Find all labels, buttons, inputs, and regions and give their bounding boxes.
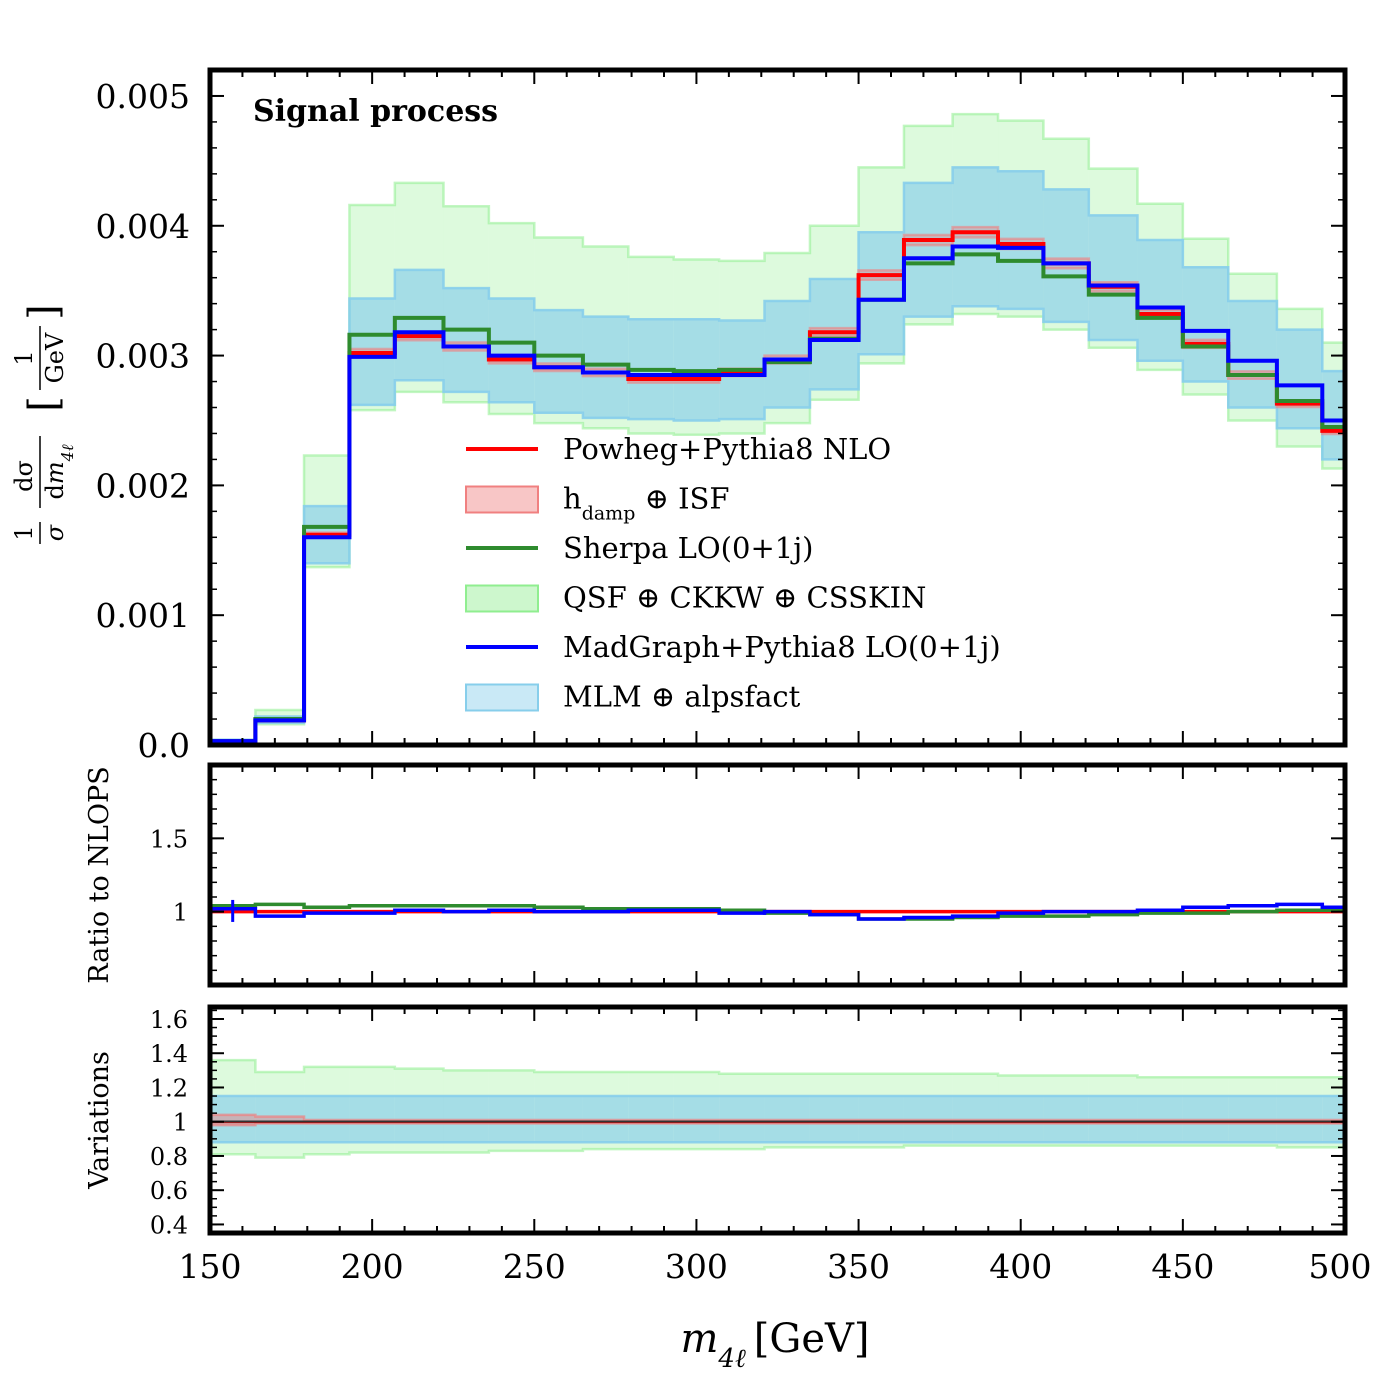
mlm-band-bin: [764, 301, 810, 408]
var-mlm-band-bin: [255, 1096, 305, 1143]
var-hdamp-band-bin: [255, 1116, 305, 1124]
main-y-tick-label: 0.004: [96, 207, 190, 246]
x-tick-label: 250: [503, 1247, 566, 1286]
vars-y-tick-label: 1.6: [150, 1006, 188, 1034]
main-y-axis-title: 1 σdσ dm4ℓ[1 GeV]: [10, 304, 77, 544]
main-y-tick-label: 0.005: [96, 77, 190, 116]
x-tick-label: 150: [179, 1247, 242, 1286]
ratio-y-tick-label: 1.5: [150, 825, 188, 853]
madgraph-line: [210, 244, 1345, 744]
main-y-tick-label: 0.001: [96, 596, 190, 635]
y-title-part: σ: [41, 524, 69, 541]
legend-band-swatch: [465, 485, 539, 514]
var-hdamp-band-bin: [210, 1114, 256, 1126]
frame-vars: [207, 1004, 1348, 1236]
ratio-y-axis-title: Ratio to NLOPS: [84, 766, 115, 983]
x-tick-label: 500: [1309, 1247, 1372, 1286]
ratio-y-tick-label: 1: [173, 899, 188, 927]
mlm-band-bin: [903, 182, 953, 317]
signal-process-annotation: Signal process: [253, 94, 498, 129]
vars-y-tick-label: 0.6: [150, 1177, 188, 1205]
legend-band-swatch: [465, 683, 539, 712]
y-title-den: dm4ℓ: [41, 444, 77, 499]
vars-y-tick-label: 0.4: [150, 1211, 188, 1239]
main-y-tick-label: 0.002: [96, 466, 190, 505]
qsf-band-upper-edge: [210, 112, 1345, 742]
y-title-unit-num: 1: [10, 350, 38, 365]
vars-y-tick-label: 1.2: [150, 1074, 188, 1102]
legend-label: MLM ⊕ alpsfact: [563, 680, 801, 714]
text-layer: 0.0 0.001 0.002 0.003 0.004 0.005 1 1.5 0.4 0.6 0.…: [10, 77, 1372, 1374]
mlm-band-bin: [1182, 267, 1229, 382]
y-title-bracket: ]: [21, 304, 67, 320]
mlm-band-bin: [1228, 301, 1277, 408]
mlm-band-group: [210, 166, 1345, 743]
y-title-bracket: [: [21, 396, 67, 412]
mlm-band-bin: [582, 316, 629, 418]
qsf-band-lower-edge: [210, 312, 1345, 743]
x-tick-label: 450: [1151, 1247, 1214, 1286]
x-tick-label: 300: [665, 1247, 728, 1286]
x-tick-label: 200: [341, 1247, 404, 1286]
legend-label: hdamp ⊕ ISF: [563, 482, 730, 525]
legend-label: QSF ⊕ CKKW ⊕ CSSKIN: [563, 581, 926, 615]
vars-y-tick-label: 1.4: [150, 1040, 188, 1068]
mlm-band-bin: [534, 310, 583, 413]
legend: Powheg+Pythia8 NLO hdamp ⊕ ISF Sherpa LO(0…: [465, 432, 1001, 714]
vars-y-tick-label: 0.8: [150, 1143, 188, 1171]
legend-label: Powheg+Pythia8 NLO: [563, 432, 891, 466]
lines-layer: [210, 230, 1345, 1124]
y-title-unit-den: GeV: [41, 332, 69, 383]
mlm-band-bin: [858, 232, 904, 355]
mlm-band-bin: [1137, 240, 1183, 361]
y-title-part: dσ: [10, 460, 38, 492]
var-hdamp-band-upper-edge: [210, 1113, 1345, 1122]
sherpa-line: [210, 252, 1345, 744]
legend-label: Sherpa LO(0+1j): [563, 531, 814, 565]
main-y-tick-label: 0.003: [96, 337, 190, 376]
legend-band-swatch: [465, 584, 539, 613]
ticks-layer: [209, 69, 1346, 1234]
var-mlm-band-bin: [210, 1096, 256, 1143]
y-title-part: 1: [10, 525, 38, 540]
var-qsf-band-upper-edge: [210, 1058, 1345, 1079]
mlm-band-bin: [1088, 215, 1138, 340]
main-y-tick-label: 0.0: [138, 726, 190, 765]
mlm-band-upper-edge: [210, 166, 1345, 742]
frame-ratio: [207, 762, 1348, 988]
mlm-band-bin: [1276, 329, 1323, 429]
x-axis-title: m4ℓ [GeV]: [680, 1316, 869, 1374]
mlm-band-bin: [1043, 189, 1089, 322]
mlm-band-bin: [443, 288, 489, 392]
var-qsf-band-lower-edge: [210, 1144, 1345, 1159]
mlm-band-lower-edge: [210, 305, 1345, 743]
mlm-band-bin: [1322, 371, 1345, 460]
ratio-madgraph-line: [210, 902, 1345, 921]
x-tick-label: 400: [989, 1247, 1052, 1286]
vars-y-tick-label: 1: [173, 1109, 188, 1137]
legend-label: MadGraph+Pythia8 LO(0+1j): [563, 630, 1001, 664]
vars-y-axis-title: Variations: [84, 1051, 115, 1190]
var-hdamp-band-lower-edge: [210, 1122, 1345, 1127]
x-tick-label: 350: [827, 1247, 890, 1286]
mlm-band-bin: [394, 269, 444, 381]
mlm-band-bin: [488, 298, 535, 403]
